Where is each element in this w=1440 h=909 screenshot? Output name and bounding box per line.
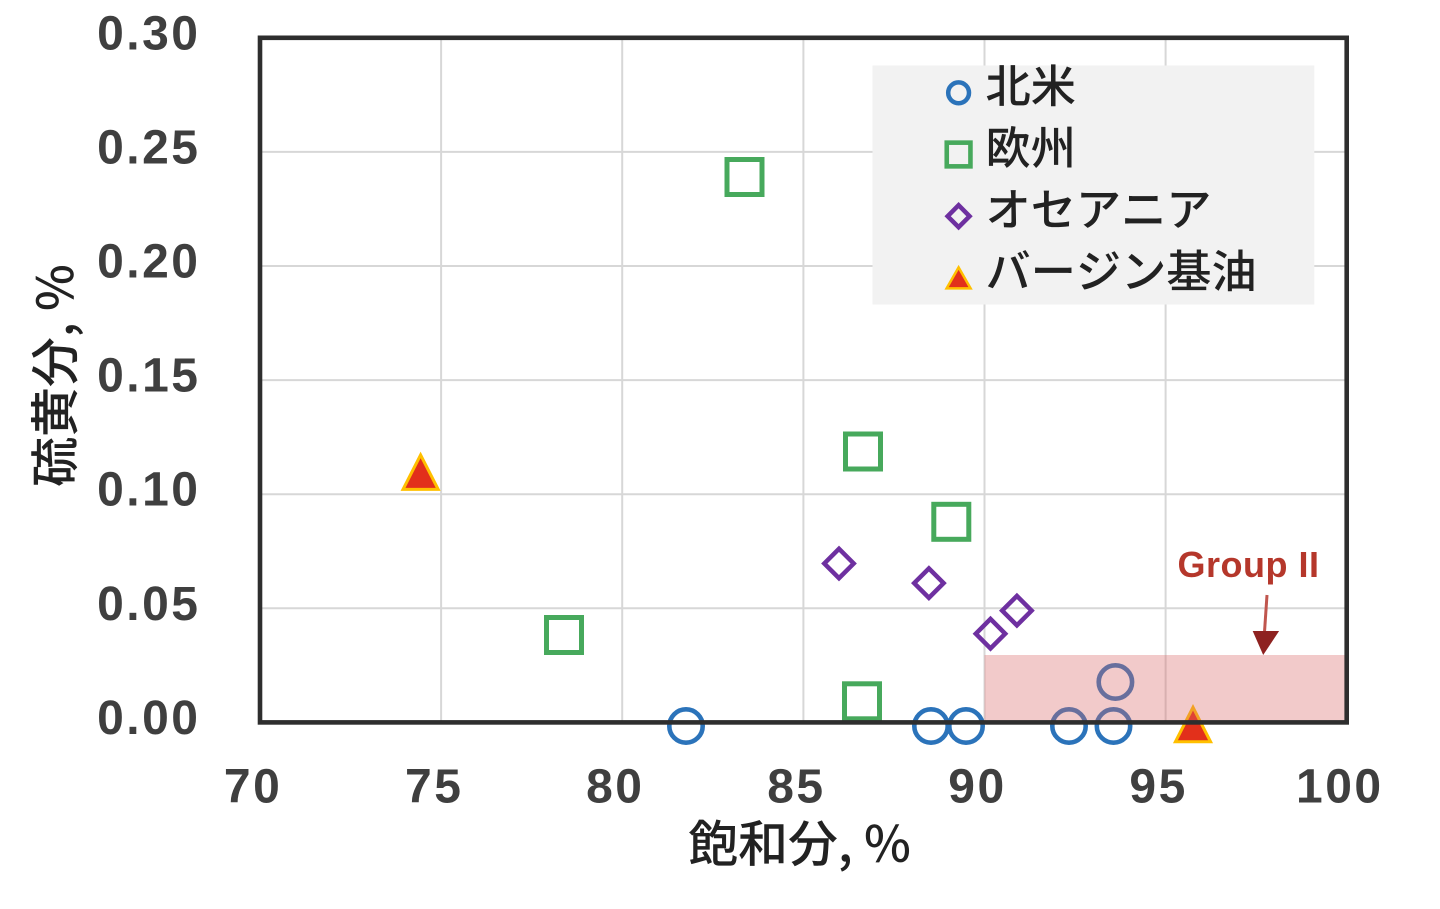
svg-text:0.25: 0.25: [97, 121, 200, 174]
svg-text:0.15: 0.15: [97, 350, 200, 403]
svg-text:Group II: Group II: [1178, 544, 1320, 585]
svg-text:70: 70: [224, 761, 282, 814]
svg-text:85: 85: [767, 761, 825, 814]
svg-text:80: 80: [586, 761, 644, 814]
svg-text:0.00: 0.00: [97, 692, 200, 745]
svg-text:75: 75: [405, 761, 463, 814]
svg-text:0.30: 0.30: [97, 7, 200, 60]
svg-text:0.20: 0.20: [97, 236, 200, 289]
svg-text:100: 100: [1296, 761, 1384, 814]
svg-text:0.10: 0.10: [97, 464, 200, 517]
svg-text:95: 95: [1129, 761, 1187, 814]
svg-text:0.05: 0.05: [97, 578, 200, 631]
svg-text:90: 90: [948, 761, 1006, 814]
